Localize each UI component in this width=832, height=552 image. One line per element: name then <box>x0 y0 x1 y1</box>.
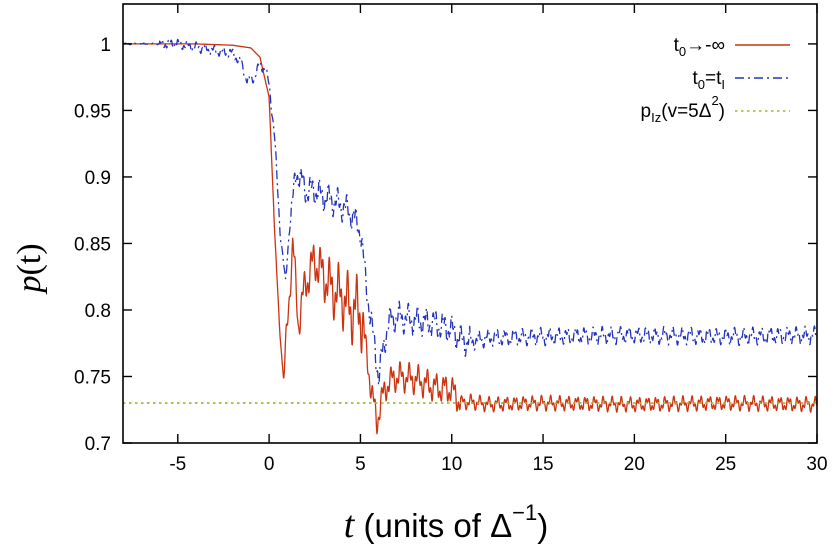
y-tick-label: 1 <box>100 35 111 56</box>
x-tick-label: 30 <box>806 454 827 475</box>
x-tick-label: 0 <box>264 454 275 475</box>
x-tick-label: 25 <box>715 454 736 475</box>
y-tick-label: 0.85 <box>74 234 111 255</box>
x-tick-label: -5 <box>169 454 186 475</box>
series-line-1 <box>123 43 817 435</box>
y-tick-label: 0.95 <box>74 101 111 122</box>
x-tick-label: 10 <box>441 454 462 475</box>
series-line-2 <box>123 38 817 386</box>
legend-label-2: t0=tI <box>692 68 725 92</box>
x-axis-title: t (units of Δ−1) <box>344 500 548 546</box>
y-tick-label: 0.75 <box>74 367 111 388</box>
x-tick-label: 20 <box>624 454 645 475</box>
y-tick-label: 0.7 <box>85 434 111 455</box>
ticks-layer: -5 0 5 10 15 20 25 30 0.7 0.75 0.8 0.85 0.9 0.95 1 <box>74 4 828 475</box>
x-tick-label: 5 <box>355 454 366 475</box>
series-layer <box>123 38 817 435</box>
legend-label-3: pIz(v=5Δ2) <box>641 93 725 125</box>
plot-frame <box>122 3 818 444</box>
y-tick-label: 0.8 <box>85 301 111 322</box>
y-axis-title: p(t) <box>11 243 48 294</box>
y-tick-label: 0.9 <box>85 168 111 189</box>
x-tick-label: 15 <box>532 454 553 475</box>
legend-label-1: t0→-∞ <box>674 35 725 59</box>
